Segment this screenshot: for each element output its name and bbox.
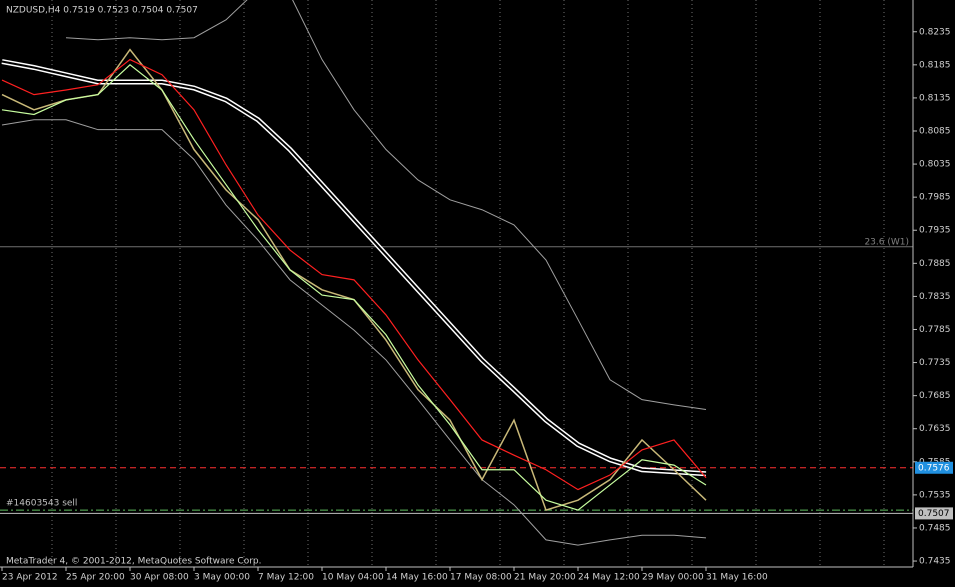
x-tick-label: 31 May 16:00 [706,573,768,583]
y-tick-label: 0.7785 [919,325,951,335]
level-text: 23.6 (W1) [864,237,909,247]
price-tag [915,461,953,474]
y-tick-label: 0.7835 [919,292,951,302]
series-line [1,119,707,546]
x-tick-label: 25 Apr 20:00 [66,573,125,583]
y-tick-label: 0.7485 [919,523,951,533]
price-tag-label: 0.7507 [918,509,950,519]
y-tick-label: 0.8085 [919,126,951,136]
x-tick-label: 10 May 04:00 [322,573,384,583]
level-text: #14603543 sell [6,499,77,509]
y-tick-label: 0.7985 [919,193,951,203]
x-tick-label: 17 May 08:00 [450,573,512,583]
y-tick-label: 0.7735 [919,358,951,368]
y-tick-label: 0.7935 [919,226,951,236]
x-tick-label: 24 May 12:00 [578,573,640,583]
y-tick-label: 0.8135 [919,93,951,103]
x-tick-label: 23 Apr 2012 [2,573,58,583]
copyright: MetaTrader 4, © 2001-2012, MetaQuotes So… [6,557,262,567]
series-line-inner [1,60,707,475]
y-tick-label: 0.8185 [919,60,951,70]
x-tick-label: 21 May 20:00 [514,573,576,583]
y-tick-label: 0.8035 [919,160,951,170]
price-tag-label: 0.7576 [918,463,950,473]
y-tick-label: 0.7635 [919,424,951,434]
series-line [1,58,707,491]
x-tick-label: 30 Apr 08:00 [130,573,189,583]
x-tick-label: 7 May 12:00 [258,573,314,583]
price-tag [915,507,953,520]
y-tick-label: 0.7685 [919,391,951,401]
x-tick-label: 29 May 00:00 [642,573,704,583]
y-tick-label: 0.7435 [919,557,951,567]
y-tick-label: 0.7885 [919,259,951,269]
x-tick-label: 14 May 16:00 [386,573,448,583]
plot-area [0,0,913,567]
chart-title: NZDUSD,H4 0.7519 0.7523 0.7504 0.7507 [6,6,198,16]
series-line [1,64,707,511]
y-tick-label: 0.7535 [919,490,951,500]
y-tick-label: 0.8235 [919,27,951,37]
series-line [65,0,707,411]
x-tick-label: 3 May 00:00 [194,573,250,583]
